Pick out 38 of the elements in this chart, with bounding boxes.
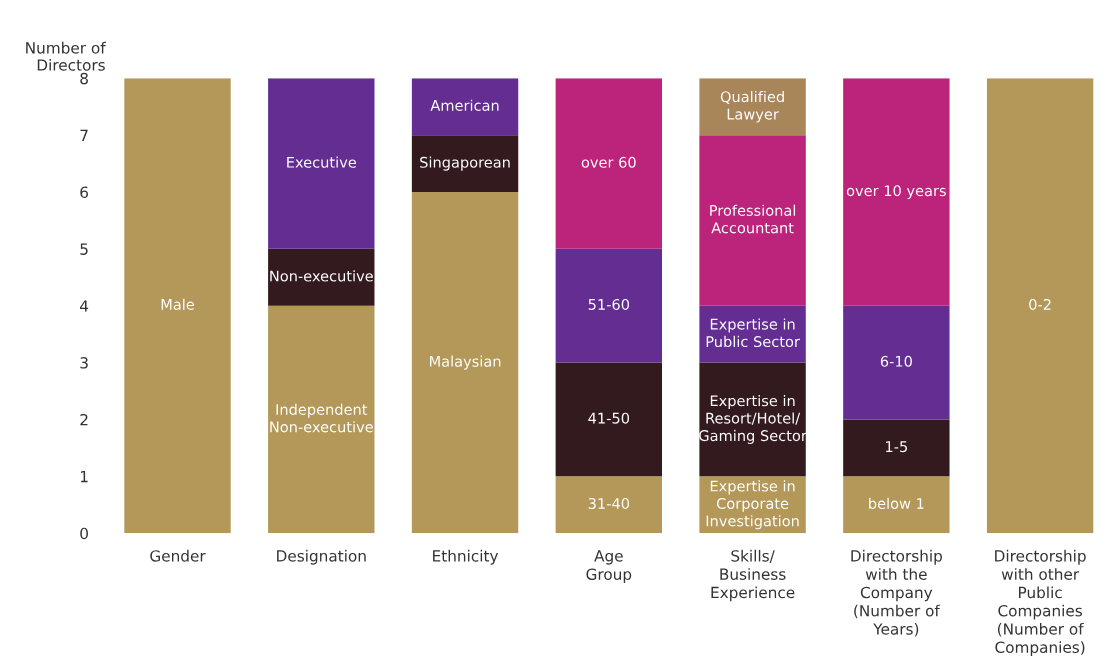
series-label: over 60 — [581, 156, 636, 168]
y-tick-label: 3 — [80, 357, 88, 369]
series-label: 31-40 — [588, 497, 630, 509]
series-label: Executive — [287, 156, 357, 168]
x-tick-label: Age Group — [586, 550, 632, 583]
series-label: Independent Non-executive — [270, 403, 373, 433]
y-tick-label: 7 — [80, 129, 88, 141]
series-label: Malaysian — [430, 355, 501, 370]
series-label: Expertise in Resort/Hotel/ Gaming Sector — [699, 394, 807, 444]
series-label: Qualified Lawyer — [720, 90, 784, 123]
series-label: American — [430, 99, 499, 111]
y-tick-label: 5 — [80, 243, 88, 255]
series-label: 1-5 — [886, 441, 907, 453]
series-label: 0-2 — [1029, 298, 1051, 310]
y-axis-title: Number of Directors — [26, 41, 106, 71]
series-label: Expertise in Corporate Investigation — [706, 480, 799, 530]
y-tick-label: 1 — [80, 470, 88, 483]
y-tick-label: 0 — [80, 527, 88, 540]
series-label: 6-10 — [880, 355, 912, 367]
series-label: Male — [161, 298, 195, 310]
series-label: over 10 years — [846, 185, 946, 200]
series-label: Expertise in Public Sector — [706, 318, 800, 348]
series-label: below 1 — [869, 497, 924, 509]
series-label: Non-executive — [270, 270, 373, 282]
y-tick-label: 6 — [80, 186, 89, 199]
x-tick-label: Directorship with other Public Companies (Number of Companies) — [995, 549, 1086, 656]
x-tick-label: Ethnicity — [433, 549, 499, 565]
y-tick-label: 4 — [80, 300, 89, 312]
x-tick-label: Designation — [277, 549, 366, 565]
series-label: 41-50 — [588, 412, 630, 424]
y-tick-label: 2 — [80, 413, 88, 426]
x-tick-label: Skills/ Business Experience — [711, 549, 795, 602]
series-label: Singaporean — [420, 156, 510, 171]
series-label: Professional Accountant — [710, 204, 796, 234]
y-tick-label: 8 — [80, 72, 88, 85]
x-tick-label: Gender — [150, 549, 206, 562]
x-tick-label: Directorship with the Company (Number of Years) — [851, 549, 942, 637]
series-label: 51-60 — [588, 298, 630, 310]
